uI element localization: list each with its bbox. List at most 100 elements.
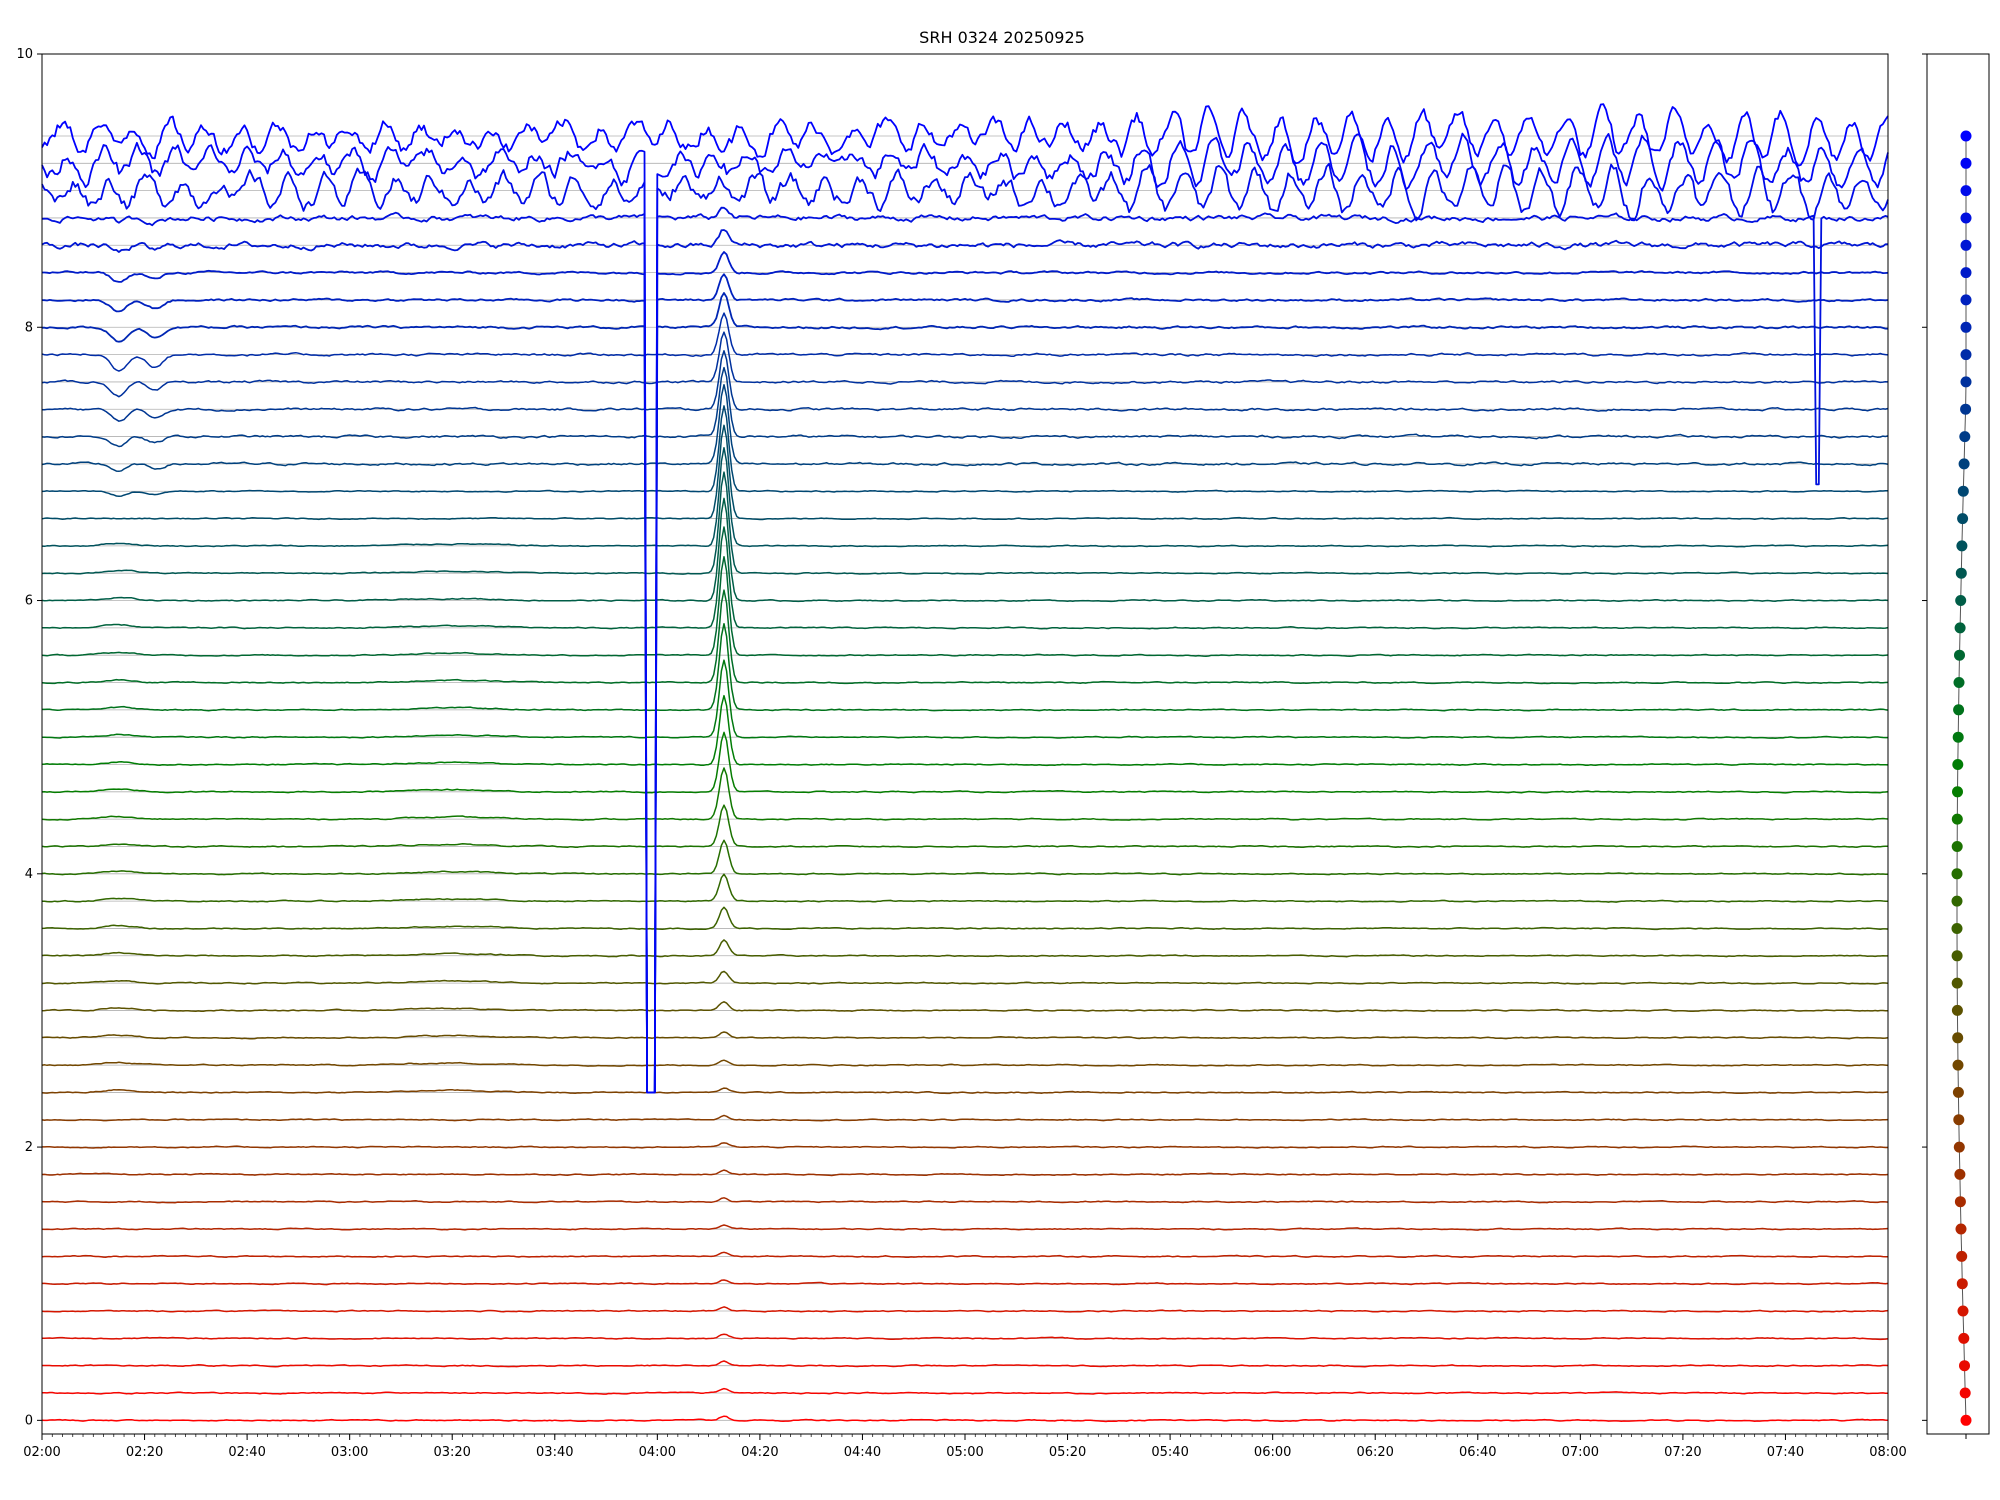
trace-line	[41, 1001, 1888, 1013]
side-marker	[1951, 868, 1963, 880]
side-marker	[1960, 376, 1972, 388]
chart-title: SRH 0324 20250925	[919, 28, 1085, 47]
y-tick-label: 10	[16, 47, 33, 62]
x-tick-label: 07:20	[1664, 1445, 1701, 1460]
side-marker	[1956, 540, 1968, 552]
side-marker	[1952, 786, 1963, 798]
y-tick-label: 8	[25, 320, 33, 335]
trace-line	[42, 1142, 1888, 1149]
side-marker	[1951, 1004, 1963, 1016]
trace-line	[42, 873, 1888, 903]
side-marker	[1954, 1168, 1966, 1180]
side-marker	[1952, 731, 1964, 743]
side-marker	[1960, 157, 1972, 169]
x-axis: 02:00 02:20 02:40 03:00 03:20 03:40 04:00 04:20…	[23, 1434, 1907, 1460]
trace-line	[41, 1333, 1889, 1341]
trace-line	[41, 1031, 1889, 1040]
x-tick-label: 06:40	[1459, 1445, 1496, 1460]
y-tick-label: 2	[25, 1140, 33, 1155]
x-tick-label: 03:00	[331, 1445, 368, 1460]
x-tick-label: 06:00	[1254, 1445, 1291, 1460]
main-plot: 02:00 02:20 02:40 03:00 03:20 03:40 04:00 04:20…	[16, 47, 1927, 1460]
trace-line	[41, 273, 1889, 1094]
trace-line	[41, 103, 1889, 167]
trace-line	[42, 1387, 1888, 1395]
trace-line	[41, 206, 1889, 1094]
side-marker	[1957, 513, 1969, 525]
trace-line	[41, 1114, 1889, 1122]
side-marker	[1953, 677, 1965, 688]
trace-line	[41, 555, 1889, 657]
y-tick-label: 0	[25, 1413, 33, 1428]
side-marker	[1959, 1360, 1970, 1372]
trace-line	[41, 694, 1889, 767]
trace-line	[41, 1059, 1889, 1067]
trace-line	[42, 526, 1889, 630]
trace-line	[41, 804, 1889, 849]
trace-line	[41, 589, 1889, 685]
side-marker	[1960, 239, 1972, 251]
trace-line	[41, 162, 1889, 1094]
side-marker	[1960, 1414, 1972, 1426]
x-tick-label: 03:20	[433, 1445, 470, 1460]
trace-line	[41, 1224, 1889, 1231]
side-marker	[1952, 1086, 1964, 1098]
side-marker	[1951, 923, 1963, 934]
x-tick-label: 06:20	[1356, 1445, 1393, 1460]
side-marker	[1954, 649, 1965, 661]
side-marker	[1958, 1332, 1970, 1344]
side-marker	[1954, 1196, 1966, 1208]
side-marker	[1960, 267, 1972, 279]
trace-line	[41, 497, 1889, 603]
trace-line	[41, 424, 1889, 521]
trace-line	[41, 331, 1889, 398]
trace-line	[41, 731, 1889, 794]
trace-line	[41, 229, 1889, 1094]
side-marker	[1956, 1250, 1968, 1262]
trace-line	[41, 366, 1889, 448]
trace-line	[42, 622, 1889, 712]
x-tick-label: 05:20	[1049, 1445, 1086, 1460]
side-marker	[1957, 485, 1969, 497]
trace-line	[41, 1197, 1889, 1204]
side-marker	[1953, 704, 1965, 716]
side-marker	[1960, 321, 1972, 333]
side-marker	[1951, 977, 1963, 989]
trace-line	[41, 312, 1889, 372]
x-tick-label: 05:00	[946, 1445, 983, 1460]
side-marker	[1951, 950, 1963, 962]
trace-line	[41, 1087, 1889, 1095]
side-panel	[1926, 53, 1990, 1439]
trace-line	[41, 446, 1889, 548]
side-marker	[1951, 841, 1963, 852]
trace-line	[41, 906, 1889, 931]
side-marker	[1953, 1114, 1965, 1126]
side-marker	[1960, 403, 1972, 415]
x-tick-label: 02:20	[126, 1445, 163, 1460]
side-marker	[1960, 212, 1972, 224]
side-marker	[1960, 130, 1972, 142]
trace-line	[41, 1415, 1889, 1423]
trace-line	[42, 292, 1889, 1094]
side-marker	[1954, 622, 1966, 634]
trace-line	[41, 1169, 1889, 1177]
side-marker	[1951, 813, 1963, 825]
y-axis: 0 2 4 6 8 10	[16, 47, 1927, 1428]
x-tick-label: 07:00	[1562, 1445, 1599, 1460]
side-marker	[1959, 1387, 1971, 1399]
side-panel-frame	[1926, 53, 1990, 1435]
side-marker	[1952, 759, 1964, 770]
y-tick-label: 4	[25, 867, 33, 882]
x-tick-label: 02:40	[228, 1445, 265, 1460]
side-marker	[1960, 294, 1972, 306]
side-marker	[1960, 185, 1972, 197]
y-tick-label: 6	[25, 594, 33, 609]
x-tick-label: 03:40	[536, 1445, 573, 1460]
side-marker	[1960, 349, 1972, 361]
trace-line	[41, 471, 1889, 575]
trace-line	[41, 970, 1889, 985]
x-tick-label: 08:00	[1869, 1445, 1906, 1460]
side-marker	[1955, 1223, 1967, 1235]
x-tick-label: 04:00	[639, 1445, 676, 1460]
trace-group	[41, 103, 1889, 1423]
